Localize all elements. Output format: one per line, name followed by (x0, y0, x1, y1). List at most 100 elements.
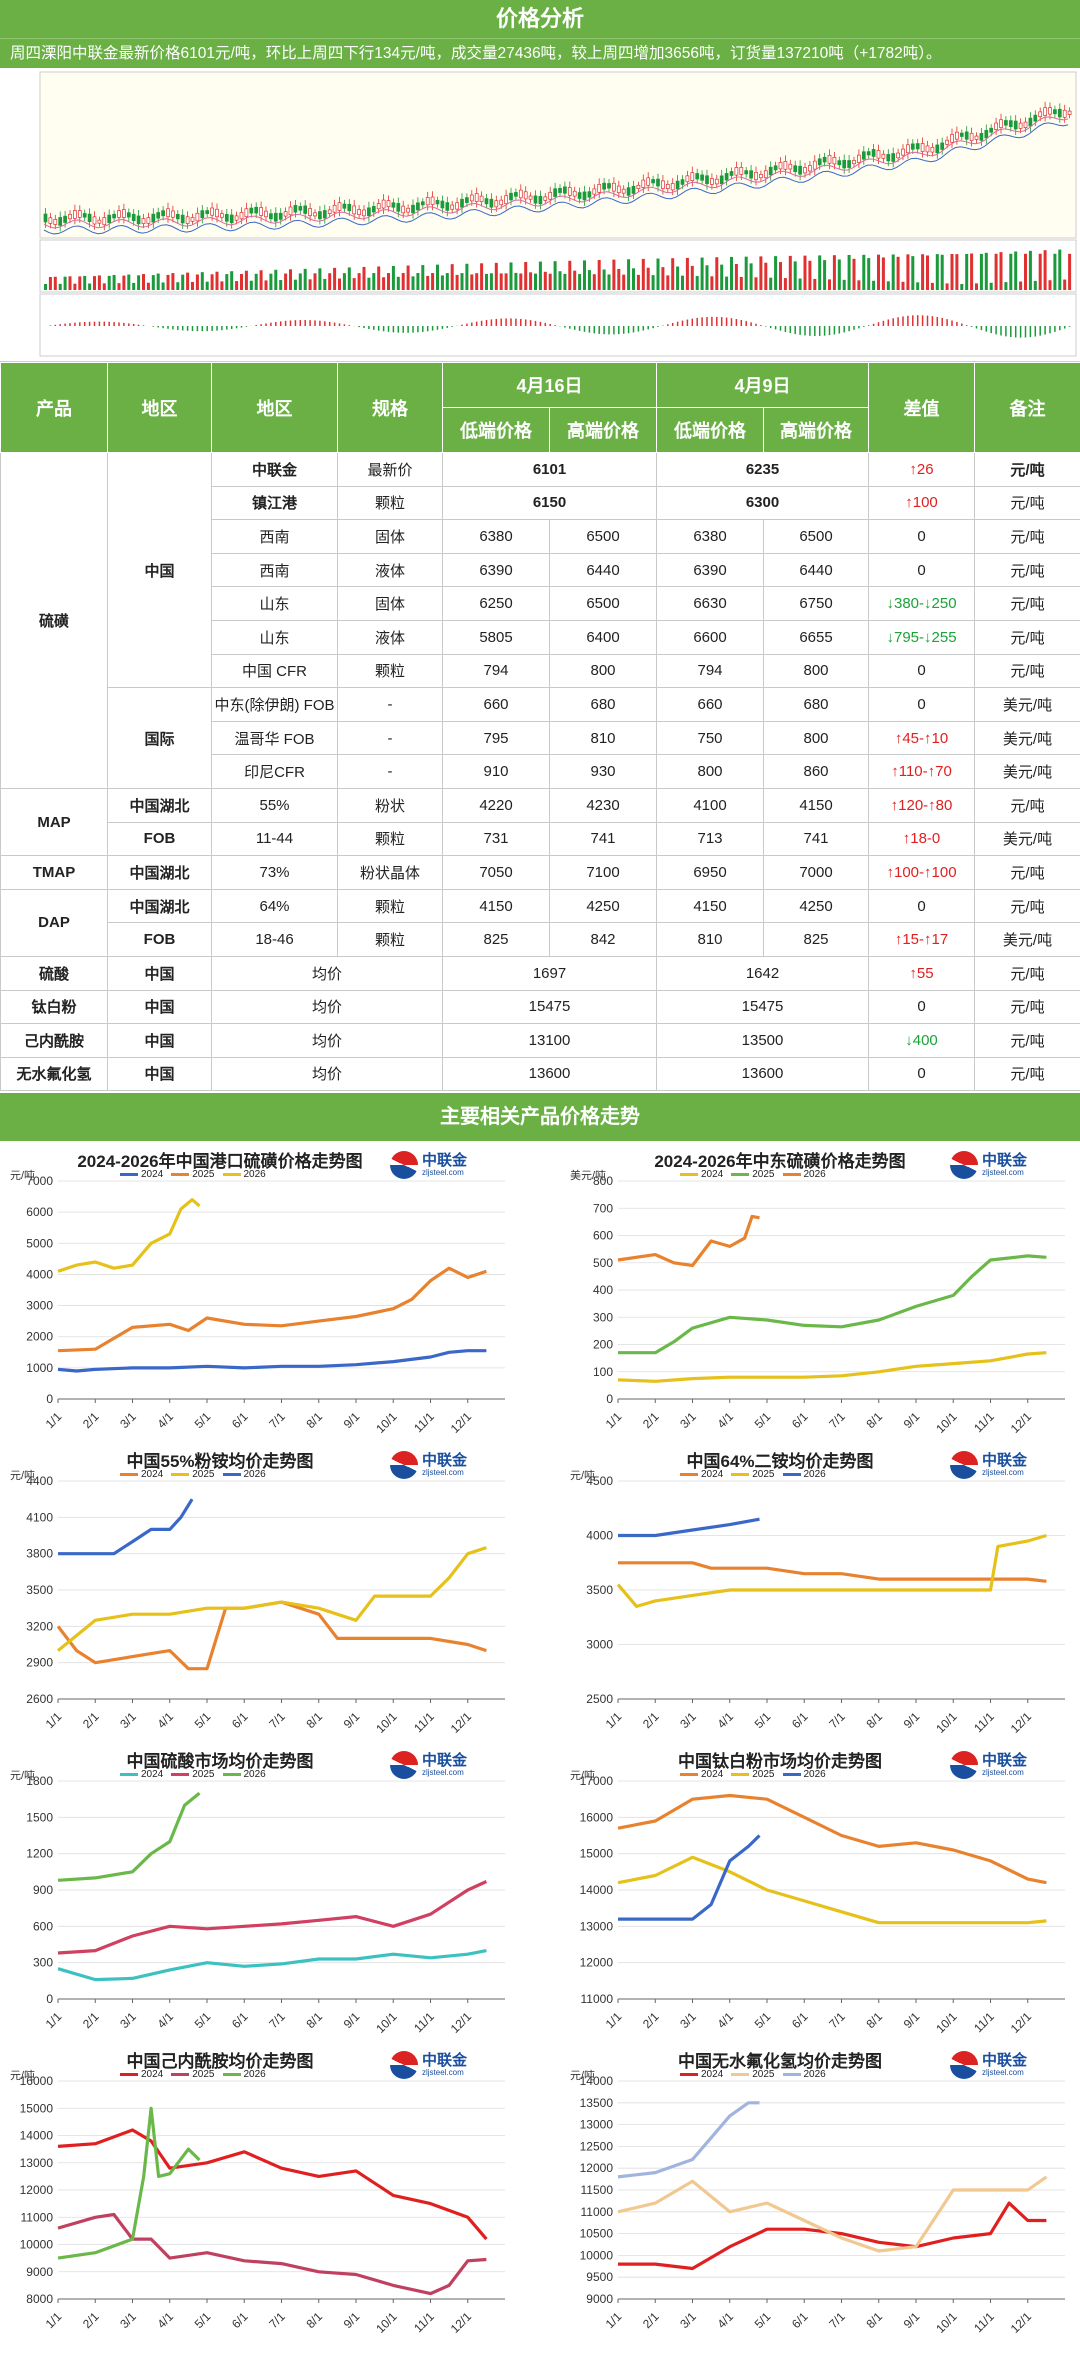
col-diff: 差值 (869, 363, 975, 453)
x-tick-label: 2/1 (640, 2010, 662, 2032)
x-tick-label: 5/1 (192, 1410, 214, 1432)
legend-item: 2025 (171, 1169, 214, 1180)
cell-region: 中国湖北 (108, 856, 212, 890)
kline-volume-bar (465, 264, 468, 290)
kline-volume-bar (804, 256, 807, 290)
y-tick-label: 14000 (580, 1883, 614, 1897)
kline-volume-bar (750, 263, 753, 290)
y-tick-label: 14000 (20, 2129, 54, 2143)
kline-candle (147, 218, 150, 224)
kline-volume-bar (186, 273, 189, 290)
cell-low1: 910 (443, 755, 550, 789)
kline-candle (451, 205, 454, 209)
y-tick-label: 1500 (26, 1811, 53, 1825)
cell-high1: 7100 (550, 856, 657, 890)
kline-volume-bar (98, 275, 101, 290)
kline-volume-panel (40, 240, 1076, 292)
kline-candle (426, 198, 429, 205)
legend-item: 2025 (731, 1769, 774, 1780)
legend-swatch (731, 1773, 749, 1776)
legend-label: 2024 (701, 1169, 723, 1180)
kline-candle (872, 149, 875, 156)
cell-high1: 6440 (550, 553, 657, 587)
kline-volume-bar (608, 274, 611, 290)
cell-price-date1: 6150 (443, 486, 657, 520)
kline-volume-bar (911, 256, 914, 290)
kline-volume-bar (710, 276, 713, 290)
cell-price-date2: 13500 (657, 1024, 869, 1058)
legend-label: 2026 (244, 1169, 266, 1180)
kline-candle (152, 214, 155, 222)
kline-volume-bar (779, 262, 782, 290)
kline-volume-bar (441, 275, 444, 290)
cell-high2: 6655 (764, 620, 869, 654)
cell-diff: 0 (869, 1057, 975, 1091)
cell-region2: 西南 (212, 553, 338, 587)
kline-volume-bar (235, 281, 238, 290)
logo-name: 中联金 (982, 2049, 1027, 2070)
kline-volume-bar (1053, 254, 1056, 290)
kline-candle (436, 200, 439, 204)
kline-volume-bar (916, 282, 919, 290)
kline-candle (764, 171, 767, 178)
x-tick-label: 2/1 (80, 2310, 102, 2332)
series-line-2026 (618, 1217, 760, 1266)
y-tick-label: 3200 (26, 1620, 53, 1634)
legend-item: 2025 (731, 1169, 774, 1180)
cell-spec: 均价 (212, 956, 443, 990)
kline-volume-bar (69, 276, 72, 290)
x-tick-label: 6/1 (229, 1710, 251, 1732)
kline-candle (715, 179, 718, 184)
x-tick-label: 2/1 (80, 1710, 102, 1732)
col-high1: 高端价格 (550, 408, 657, 453)
legend-swatch (120, 1473, 138, 1476)
kline-volume-bar (853, 259, 856, 290)
kline-volume-bar (902, 282, 905, 290)
summary-text: 周四溧阳中联金最新价格6101元/吨，环比上周四下行134元/吨，成交量2743… (0, 38, 1080, 68)
y-tick-label: 600 (33, 1920, 53, 1934)
kline-volume-bar (475, 273, 478, 290)
x-tick-label: 10/1 (933, 2010, 960, 2037)
kline-candle (328, 210, 331, 214)
x-tick-label: 12/1 (448, 2010, 475, 2037)
kline-candle (867, 152, 870, 155)
kline-volume-bar (88, 284, 91, 290)
logo-site: zljsteel.com (982, 1168, 1024, 1177)
kline-volume-bar (946, 283, 949, 290)
kline-candle (132, 214, 135, 220)
legend-label: 2026 (244, 2069, 266, 2080)
kline-volume-bar (299, 273, 302, 290)
kline-volume-bar (230, 271, 233, 290)
cell-diff: ↓380-↓250 (869, 587, 975, 621)
kline-volume-bar (93, 276, 96, 290)
kline-candle (916, 144, 919, 149)
legend-item: 2024 (680, 2069, 723, 2080)
kline-volume-bar (363, 267, 366, 290)
cell-spec: 颗粒 (338, 654, 443, 688)
col-low1: 低端价格 (443, 408, 550, 453)
cell-region: 中国湖北 (108, 788, 212, 822)
kline-volume-bar (657, 259, 660, 290)
kline-volume-bar (941, 255, 944, 290)
cell-price-date2: 6300 (657, 486, 869, 520)
y-tick-label: 3800 (26, 1547, 53, 1561)
x-tick-label: 7/1 (266, 1410, 288, 1432)
kline-candle (137, 216, 140, 224)
cell-region2: 中东(除伊朗) FOB (212, 688, 338, 722)
cell-product: 钛白粉 (1, 990, 108, 1024)
kline-volume-bar (706, 265, 709, 290)
cell-high2: 4150 (764, 788, 869, 822)
kline-candle (284, 212, 287, 217)
series-line-2024 (58, 1602, 486, 1669)
kline-volume-bar (358, 273, 361, 290)
kline-volume-bar (637, 275, 640, 290)
kline-candle (911, 144, 914, 149)
x-tick-label: 9/1 (901, 1710, 923, 1732)
cell-note: 元/吨 (975, 956, 1080, 990)
x-tick-label: 4/1 (714, 1710, 736, 1732)
